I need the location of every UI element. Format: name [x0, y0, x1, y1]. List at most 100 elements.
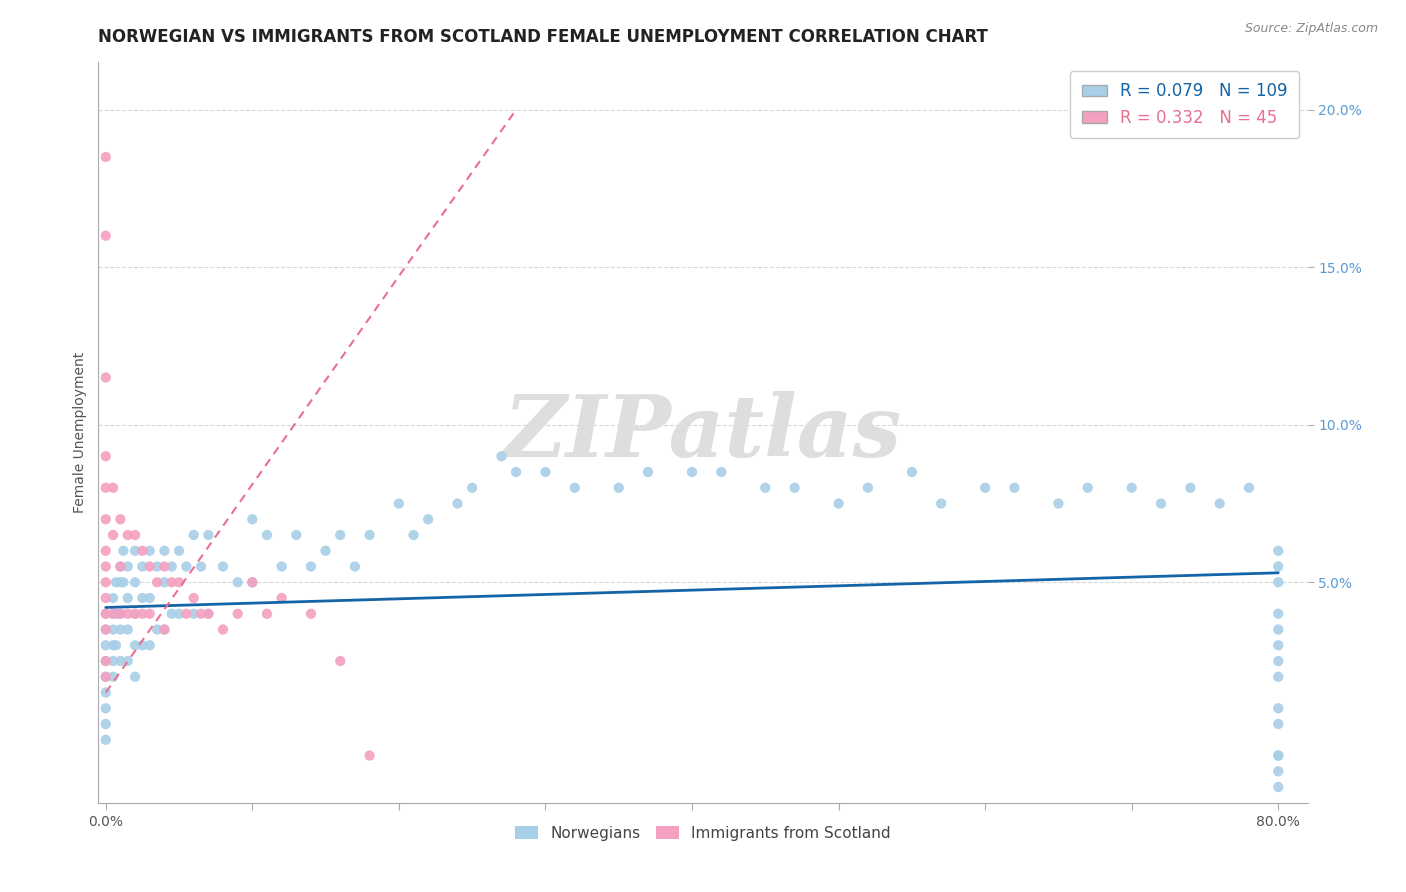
Point: [138, 638, 160, 652]
Point: [329, 654, 352, 668]
Point: [190, 607, 212, 621]
Point: [101, 528, 124, 542]
Point: [110, 623, 132, 637]
Point: [176, 607, 198, 621]
Point: [783, 481, 806, 495]
Point: [131, 638, 153, 652]
Point: [1267, 654, 1289, 668]
Point: [226, 575, 249, 590]
Point: [110, 575, 132, 590]
Point: [1267, 717, 1289, 731]
Point: [105, 607, 128, 621]
Point: [131, 607, 153, 621]
Point: [94, 685, 117, 699]
Point: [226, 607, 249, 621]
Point: [153, 543, 176, 558]
Point: [94, 481, 117, 495]
Point: [94, 370, 117, 384]
Point: [901, 465, 924, 479]
Point: [270, 591, 292, 605]
Point: [94, 575, 117, 590]
Point: [710, 465, 733, 479]
Point: [94, 150, 117, 164]
Point: [359, 528, 381, 542]
Point: [359, 748, 381, 763]
Point: [1004, 481, 1026, 495]
Point: [343, 559, 366, 574]
Point: [183, 591, 205, 605]
Point: [183, 528, 205, 542]
Point: [101, 607, 124, 621]
Text: NORWEGIAN VS IMMIGRANTS FROM SCOTLAND FEMALE UNEMPLOYMENT CORRELATION CHART: NORWEGIAN VS IMMIGRANTS FROM SCOTLAND FE…: [98, 28, 988, 45]
Legend: Norwegians, Immigrants from Scotland: Norwegians, Immigrants from Scotland: [509, 820, 897, 847]
Point: [94, 638, 117, 652]
Point: [124, 528, 146, 542]
Point: [176, 559, 198, 574]
Point: [160, 559, 183, 574]
Point: [110, 607, 132, 621]
Point: [131, 543, 153, 558]
Point: [124, 638, 146, 652]
Point: [197, 607, 219, 621]
Point: [329, 528, 352, 542]
Point: [94, 512, 117, 526]
Point: [124, 607, 146, 621]
Point: [1267, 575, 1289, 590]
Point: [190, 559, 212, 574]
Point: [1267, 543, 1289, 558]
Point: [856, 481, 879, 495]
Point: [299, 559, 322, 574]
Point: [388, 496, 411, 510]
Point: [1121, 481, 1143, 495]
Point: [101, 670, 124, 684]
Point: [138, 607, 160, 621]
Point: [153, 623, 176, 637]
Point: [94, 717, 117, 731]
Point: [131, 591, 153, 605]
Point: [146, 575, 169, 590]
Point: [94, 623, 117, 637]
Point: [138, 559, 160, 574]
Point: [124, 543, 146, 558]
Point: [827, 496, 849, 510]
Point: [1267, 748, 1289, 763]
Point: [446, 496, 468, 510]
Point: [240, 575, 263, 590]
Point: [146, 559, 169, 574]
Point: [110, 512, 132, 526]
Point: [131, 559, 153, 574]
Point: [534, 465, 557, 479]
Point: [167, 607, 190, 621]
Point: [212, 559, 235, 574]
Point: [101, 607, 124, 621]
Point: [1047, 496, 1070, 510]
Point: [1267, 638, 1289, 652]
Point: [117, 607, 139, 621]
Point: [94, 623, 117, 637]
Point: [124, 670, 146, 684]
Point: [1267, 780, 1289, 794]
Point: [94, 701, 117, 715]
Point: [1267, 764, 1289, 779]
Point: [101, 654, 124, 668]
Point: [974, 481, 997, 495]
Point: [160, 575, 183, 590]
Point: [117, 559, 139, 574]
Point: [94, 670, 117, 684]
Point: [153, 623, 176, 637]
Y-axis label: Female Unemployment: Female Unemployment: [73, 352, 87, 513]
Point: [110, 559, 132, 574]
Point: [153, 559, 176, 574]
Point: [94, 559, 117, 574]
Point: [754, 481, 776, 495]
Point: [94, 591, 117, 605]
Point: [94, 228, 117, 243]
Point: [101, 623, 124, 637]
Point: [146, 623, 169, 637]
Point: [138, 591, 160, 605]
Point: [1267, 701, 1289, 715]
Point: [285, 528, 308, 542]
Point: [105, 575, 128, 590]
Point: [117, 623, 139, 637]
Text: Source: ZipAtlas.com: Source: ZipAtlas.com: [1244, 22, 1378, 36]
